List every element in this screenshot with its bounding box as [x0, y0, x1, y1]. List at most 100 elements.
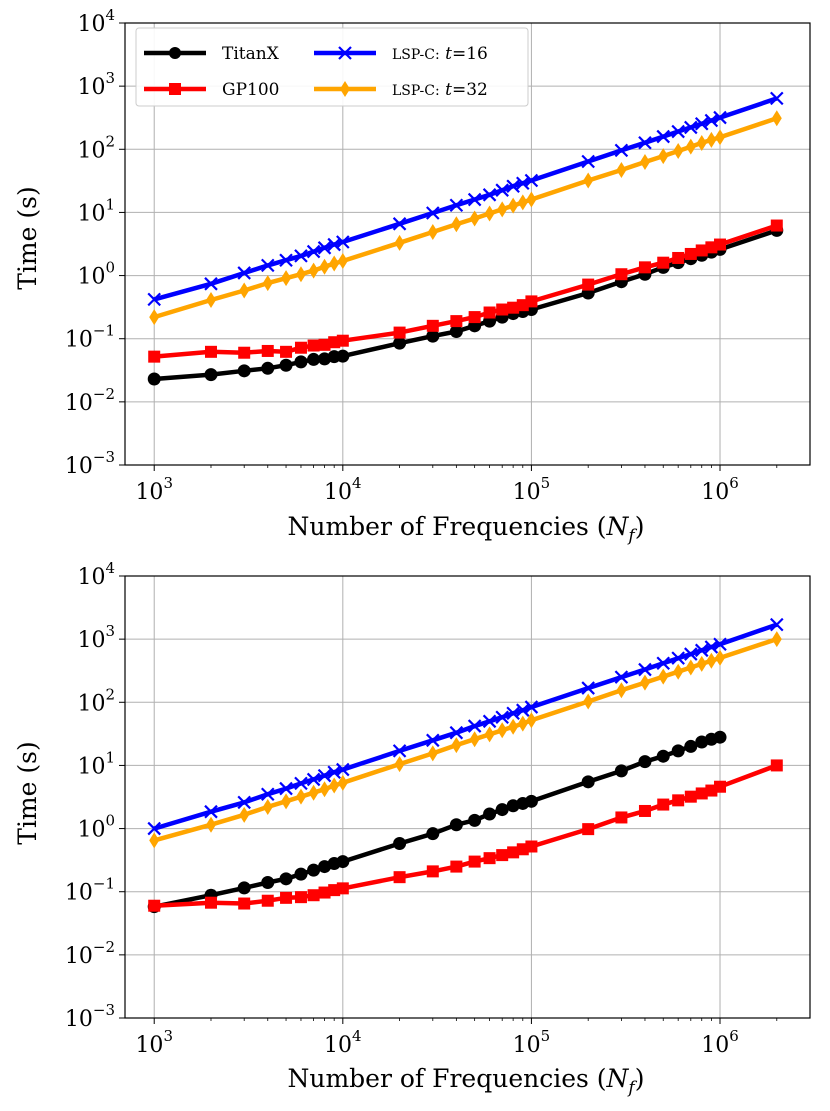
data-point-gp100: [238, 346, 251, 359]
data-point-lsp-c-t-16: [638, 135, 652, 150]
data-point-titanx: [656, 749, 670, 763]
data-point-lsp-c-t-32: [583, 693, 594, 710]
x-axis-title-sub: f: [626, 526, 637, 546]
data-point-lsp-c-t-32: [706, 131, 717, 148]
data-point-lsp-c-t-16: [770, 617, 784, 632]
data-point-gp100: [336, 334, 349, 347]
data-point-lsp-c-t-32: [469, 210, 480, 227]
legend-label-lsp-t32: LSP-C: t=32: [392, 80, 488, 100]
data-point-lsp-c-t-16: [482, 188, 497, 202]
data-point-gp100: [318, 886, 331, 899]
y-tick-exp: −1: [93, 875, 115, 893]
y-tick-label: 104: [77, 559, 115, 590]
data-point-lsp-c-t-32: [329, 255, 340, 272]
data-point-gp100: [638, 804, 651, 817]
legend-marker-lsp-t16: [338, 46, 352, 60]
data-point-titanx: [279, 358, 293, 372]
data-point-gp100: [450, 315, 463, 328]
x-tick-base: 10: [135, 480, 163, 505]
data-point-lsp-c-t-32: [337, 774, 348, 791]
data-point-lsp-c-t-16: [638, 662, 652, 677]
legend-entry-lsp-t16: LSP-C: t=16: [314, 44, 488, 64]
data-point-gp100: [336, 882, 349, 895]
data-point-titanx: [261, 875, 275, 889]
x-axis-title-top: Number of Frequencies (Nf): [288, 512, 645, 546]
data-point-titanx: [393, 336, 407, 350]
data-point-gp100: [714, 238, 727, 251]
data-point-gp100: [204, 345, 217, 358]
x-tick-exp: 3: [163, 474, 173, 492]
data-point-lsp-c-t-16: [524, 700, 539, 714]
x-axis-title-bottom: Number of Frequencies (Nf): [288, 1064, 645, 1098]
data-point-lsp-c-t-16: [656, 129, 671, 144]
data-point-lsp-c-t-16: [279, 253, 293, 268]
data-point-titanx: [307, 863, 321, 877]
data-point-gp100: [318, 338, 331, 351]
x-tick-label: 105: [513, 1027, 551, 1058]
data-point-gp100: [280, 891, 293, 904]
y-tick-base: 10: [77, 12, 105, 37]
y-axis-title-top: Time (s): [13, 186, 42, 289]
data-point-titanx: [336, 855, 350, 869]
data-point-gp100: [468, 311, 481, 324]
data-point-lsp-c-t-16: [713, 110, 727, 125]
data-point-lsp-c-t-16: [495, 183, 509, 197]
x-axis-title-text: Number of Frequencies (: [288, 1064, 607, 1093]
x-tick-exp: 6: [729, 474, 739, 492]
y-tick-exp: 0: [105, 259, 115, 277]
data-point-titanx: [524, 794, 538, 808]
y-tick-label: 100: [77, 259, 115, 290]
data-point-lsp-c-t-32: [329, 777, 340, 794]
x-axis-title-close: ): [635, 1064, 645, 1093]
data-point-lsp-c-t-32: [685, 659, 696, 676]
series-lsp-c-t-32: [149, 110, 782, 326]
y-tick-base: 10: [65, 881, 93, 906]
data-point-lsp-c-t-32: [281, 793, 292, 810]
y-tick-base: 10: [77, 691, 105, 716]
legend-marker-titanx: [169, 47, 181, 59]
data-point-gp100: [393, 326, 406, 339]
data-point-gp100: [657, 798, 670, 811]
legend-marker-lsp-t32: [340, 81, 350, 97]
x-tick-base: 10: [135, 1033, 163, 1058]
data-point-titanx: [393, 837, 407, 851]
x-axis-title-var: N: [606, 512, 630, 541]
data-point-titanx: [336, 349, 350, 363]
data-point-lsp-c-t-32: [295, 266, 306, 283]
data-point-lsp-c-t-16: [467, 719, 482, 733]
data-point-lsp-c-t-32: [616, 682, 627, 699]
data-point-lsp-c-t-32: [497, 722, 508, 739]
data-point-gp100: [294, 341, 307, 354]
x-tick-base: 10: [513, 1033, 541, 1058]
legend-label-titanx: TitanX: [222, 44, 280, 64]
data-point-lsp-c-t-32: [508, 718, 519, 735]
data-point-titanx: [237, 364, 251, 378]
y-tick-base: 10: [77, 818, 105, 843]
y-tick-exp: −2: [93, 385, 115, 403]
y-tick-exp: 4: [105, 6, 115, 24]
data-point-lsp-c-t-16: [392, 217, 407, 231]
data-point-titanx: [261, 361, 275, 375]
y-tick-label: 104: [77, 6, 115, 37]
y-tick-base: 10: [65, 944, 93, 969]
legend-label-gp100: GP100: [222, 80, 279, 100]
data-point-titanx: [426, 827, 440, 841]
data-point-gp100: [684, 790, 697, 803]
data-point-lsp-c-t-16: [694, 116, 709, 131]
x-tick-label: 106: [701, 1027, 739, 1058]
data-point-lsp-c-t-16: [449, 725, 464, 740]
data-point-gp100: [507, 846, 520, 859]
y-tick-label: 101: [77, 748, 115, 779]
y-tick-label: 102: [77, 685, 115, 716]
x-tick-exp: 5: [541, 474, 551, 492]
legend-label-lsp-t32-prefix: LSP-C:: [392, 83, 440, 99]
x-axis-title-var: N: [606, 1064, 630, 1093]
data-point-lsp-c-t-16: [482, 714, 497, 729]
x-tick-label: 104: [324, 474, 362, 505]
data-point-lsp-c-t-16: [306, 772, 321, 787]
data-point-lsp-c-t-32: [497, 201, 508, 218]
data-point-lsp-c-t-32: [616, 161, 627, 178]
y-tick-label: 10−2: [65, 938, 115, 969]
